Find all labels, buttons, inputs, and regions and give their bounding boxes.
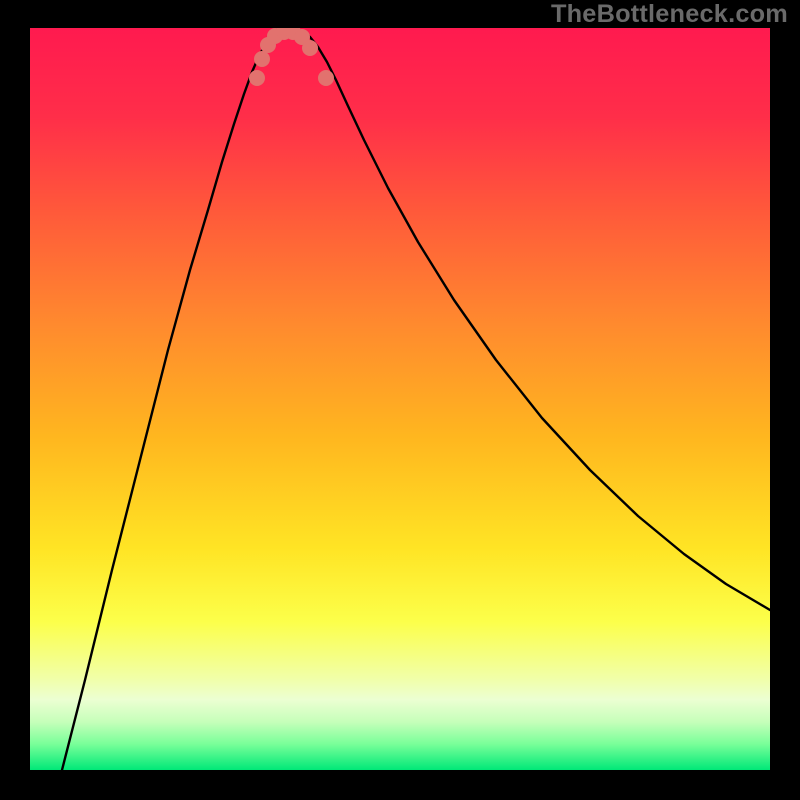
bottleneck-chart xyxy=(0,0,800,800)
watermark-label: TheBottleneck.com xyxy=(551,0,788,29)
curve-marker xyxy=(303,41,318,56)
curve-marker xyxy=(255,52,270,67)
curve-marker xyxy=(250,71,265,86)
curve-marker xyxy=(319,71,334,86)
chart-background-gradient xyxy=(30,28,770,770)
chart-frame: TheBottleneck.com xyxy=(0,0,800,800)
